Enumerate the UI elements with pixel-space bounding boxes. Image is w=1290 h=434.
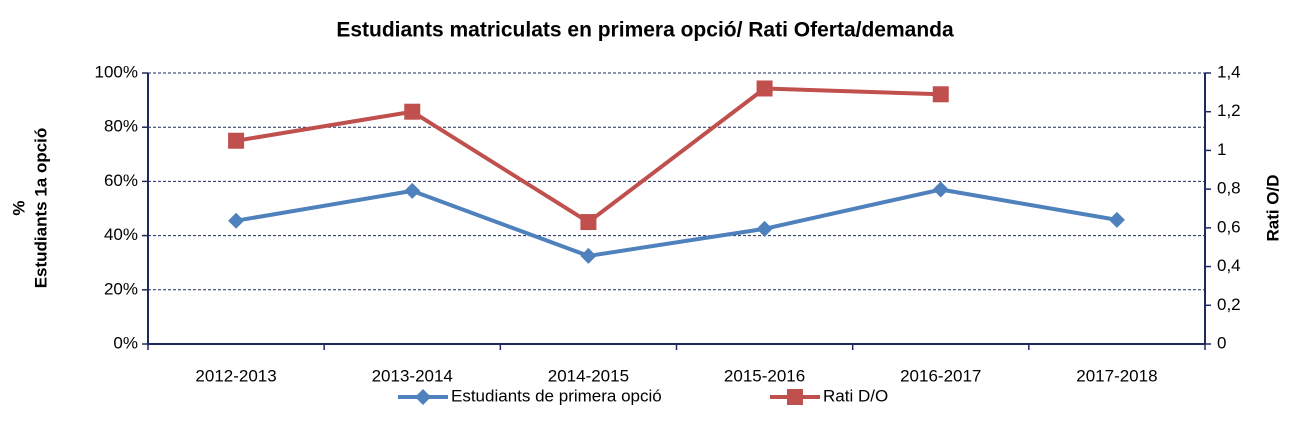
y2-tick-label: 1,2 xyxy=(1217,101,1241,120)
y2-tick-label: 1 xyxy=(1217,140,1226,159)
data-point xyxy=(932,86,949,103)
y2-axis-label: Rati O/D xyxy=(1263,174,1282,241)
data-point xyxy=(1108,211,1125,228)
y-tick-label: 40% xyxy=(104,225,138,244)
data-point xyxy=(580,214,597,231)
legend-label: Estudiants de primera opció xyxy=(451,386,662,405)
y-tick-label: 60% xyxy=(104,171,138,190)
data-point xyxy=(404,182,421,199)
legend-label: Rati D/O xyxy=(823,386,888,405)
series-line xyxy=(235,187,1118,258)
y2-tick-label: 1,4 xyxy=(1217,62,1241,81)
data-point xyxy=(932,181,949,198)
y-tick-label: 20% xyxy=(104,279,138,298)
y2-tick-label: 0 xyxy=(1217,333,1226,352)
data-point xyxy=(580,247,597,264)
data-point xyxy=(228,212,245,229)
y2-tick-label: 0,2 xyxy=(1217,295,1241,314)
y2-tick-label: 0,4 xyxy=(1217,256,1241,275)
y-axis-label: Estudiants 1a opció xyxy=(31,128,50,289)
data-point xyxy=(756,220,773,237)
y-tick-label: 80% xyxy=(104,117,138,136)
y-tick-label: 0% xyxy=(113,333,138,352)
y-axis-label: % xyxy=(9,200,28,215)
chart-title: Estudiants matriculats en primera opció/… xyxy=(336,19,954,42)
x-tick-label: 2014-2015 xyxy=(548,366,629,385)
y2-tick-label: 0,6 xyxy=(1217,217,1241,236)
x-tick-label: 2016-2017 xyxy=(900,366,981,385)
x-tick-label: 2017-2018 xyxy=(1076,366,1157,385)
legend-marker xyxy=(415,389,431,405)
legend-marker xyxy=(787,389,803,405)
y2-tick-label: 0,8 xyxy=(1217,179,1241,198)
x-tick-label: 2012-2013 xyxy=(195,366,276,385)
y-tick-label: 100% xyxy=(95,62,138,81)
x-tick-label: 2015-2016 xyxy=(724,366,805,385)
data-point xyxy=(404,103,421,120)
data-point xyxy=(756,80,773,97)
x-tick-label: 2013-2014 xyxy=(372,366,453,385)
data-point xyxy=(228,132,245,149)
